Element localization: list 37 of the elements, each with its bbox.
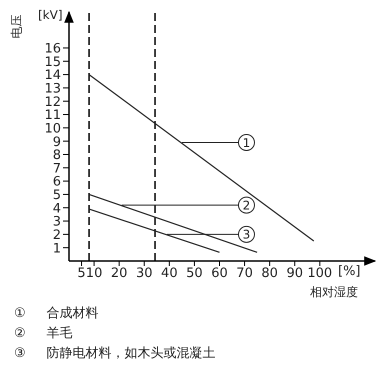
x-tick-label: 90 [286,266,304,282]
y-tick-label: 16 [44,42,61,57]
y-tick-label: 2 [52,228,61,243]
x-tick-label: 30 [136,266,153,282]
x-tick-label: 10 [86,266,102,282]
text: ② 羊毛 [14,325,74,343]
x-tick-label: 5 [77,266,86,282]
y-axis-title: 电压 [8,14,24,40]
y-tick-label: 5 [52,188,61,204]
y-tick-label: 12 [44,94,61,110]
text: ③ 防静电材料，如木头或混凝土 [14,345,216,363]
y-tick-label: 15 [44,54,61,70]
y-tick-label: 4 [52,201,61,216]
x-axis-title: 相对湿度 [310,284,358,301]
y-tick-label: 11 [44,108,61,124]
y-tick-label: 8 [52,148,61,164]
y-tick-label: 13 [44,82,61,97]
x-tick-label: 20 [110,266,128,282]
annotation: 2 [242,198,250,212]
y-tick-label: 7 [52,161,61,176]
x-tick-label: 80 [261,266,278,282]
y-tick-label: 1 [52,241,61,256]
annotation: 1 [242,136,250,150]
y-tick-label: 9 [52,134,61,150]
y-tick-label: 10 [44,121,61,136]
x-tick-label: 40 [161,266,178,282]
text: [kV] [38,8,63,22]
text: ① 合成材料 [14,305,100,323]
x-tick-label: 100 [307,266,332,282]
text: [%] [338,264,360,279]
y-tick-label: 14 [44,68,61,84]
x-tick-label: 70 [236,266,253,282]
annotation: 3 [242,228,250,242]
y-tick-label: 3 [52,214,61,230]
x-tick-label: 50 [186,266,203,282]
y-tick-label: 6 [52,174,61,190]
x-tick-label: 60 [211,266,228,282]
